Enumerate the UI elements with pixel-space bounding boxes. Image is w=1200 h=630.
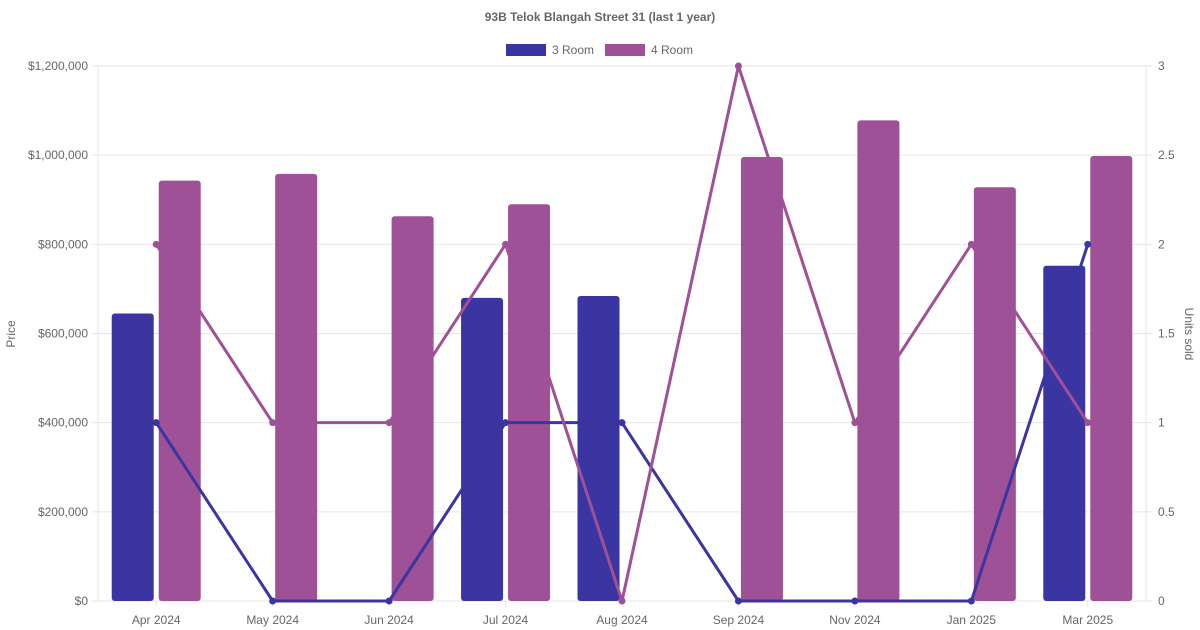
bar-3-room-aug-2024[interactable] [577, 296, 620, 601]
units-point-4-room-mar-2025[interactable] [1084, 419, 1092, 427]
units-point-3-room-may-2024[interactable] [269, 597, 277, 605]
units-point-4-room-aug-2024[interactable] [618, 597, 626, 605]
y-axis-title: Price [4, 320, 18, 348]
units-point-4-room-sep-2024[interactable] [734, 62, 742, 70]
bar-4-room-mar-2025[interactable] [1090, 156, 1133, 601]
bar-4-room-jul-2024[interactable] [508, 204, 551, 602]
y2-tick-label: 3 [1158, 59, 1165, 73]
legend: 3 Room 4 Room [506, 43, 693, 57]
chart-title: 93B Telok Blangah Street 31 (last 1 year… [485, 10, 716, 24]
units-point-3-room-sep-2024[interactable] [734, 597, 742, 605]
units-point-3-room-jan-2025[interactable] [967, 597, 975, 605]
y2-tick-label: 1.5 [1158, 327, 1175, 341]
units-point-3-room-jun-2024[interactable] [385, 597, 393, 605]
units-point-3-room-apr-2024[interactable] [152, 419, 160, 427]
legend-label-3-room[interactable]: 3 Room [552, 43, 594, 57]
y2-axis-ticks: 0 0.5 1 1.5 2 2.5 3 [1146, 59, 1175, 608]
units-point-4-room-may-2024[interactable] [269, 419, 277, 427]
bar-4-room-sep-2024[interactable] [740, 156, 783, 601]
units-point-4-room-apr-2024[interactable] [152, 240, 160, 248]
bar-3-room-apr-2024[interactable] [111, 313, 154, 601]
y2-tick-label: 0.5 [1158, 505, 1175, 519]
bar-3-room-jul-2024[interactable] [461, 297, 504, 601]
x-axis-ticks: Apr 2024 May 2024 Jun 2024 Jul 2024 Aug 2024… [132, 601, 1113, 627]
units-point-4-room-nov-2024[interactable] [851, 419, 859, 427]
x-tick-label: Aug 2024 [596, 613, 648, 627]
y-tick-label: $400,000 [38, 416, 88, 430]
y-axis-ticks: $0 $200,000 $400,000 $600,000 $800,000 $1,000… [28, 59, 88, 608]
y2-tick-label: 2.5 [1158, 148, 1175, 162]
y-tick-label: $800,000 [38, 237, 88, 251]
y-tick-label: $1,200,000 [28, 59, 88, 73]
x-tick-label: Jun 2024 [364, 613, 414, 627]
units-point-3-room-jul-2024[interactable] [502, 419, 510, 427]
unit-lines [152, 62, 1092, 605]
bar-4-room-jun-2024[interactable] [391, 216, 434, 601]
y-tick-label: $1,000,000 [28, 148, 88, 162]
bars [111, 120, 1133, 602]
y-tick-label: $200,000 [38, 505, 88, 519]
units-point-3-room-nov-2024[interactable] [851, 597, 859, 605]
units-point-4-room-jul-2024[interactable] [502, 240, 510, 248]
y-tick-label: $0 [75, 594, 89, 608]
x-tick-label: Mar 2025 [1062, 613, 1113, 627]
bar-4-room-may-2024[interactable] [275, 173, 318, 601]
units-point-4-room-jun-2024[interactable] [385, 419, 393, 427]
x-tick-label: Nov 2024 [829, 613, 881, 627]
units-point-3-room-aug-2024[interactable] [618, 419, 626, 427]
bar-4-room-nov-2024[interactable] [857, 120, 900, 602]
legend-label-4-room[interactable]: 4 Room [651, 43, 693, 57]
x-tick-label: Jul 2024 [483, 613, 529, 627]
y2-axis-title: Units sold [1182, 308, 1196, 361]
bar-4-room-jan-2025[interactable] [973, 187, 1016, 601]
x-tick-label: Apr 2024 [132, 613, 181, 627]
legend-swatch-4-room[interactable] [605, 44, 645, 56]
y-tick-label: $600,000 [38, 327, 88, 341]
units-point-4-room-jan-2025[interactable] [967, 240, 975, 248]
units-point-3-room-mar-2025[interactable] [1084, 240, 1092, 248]
legend-swatch-3-room[interactable] [506, 44, 546, 56]
bar-4-room-apr-2024[interactable] [158, 180, 201, 601]
x-tick-label: May 2024 [246, 613, 299, 627]
y2-tick-label: 1 [1158, 416, 1165, 430]
x-tick-label: Sep 2024 [713, 613, 765, 627]
y2-tick-label: 0 [1158, 594, 1165, 608]
x-tick-label: Jan 2025 [947, 613, 997, 627]
y2-tick-label: 2 [1158, 237, 1165, 251]
